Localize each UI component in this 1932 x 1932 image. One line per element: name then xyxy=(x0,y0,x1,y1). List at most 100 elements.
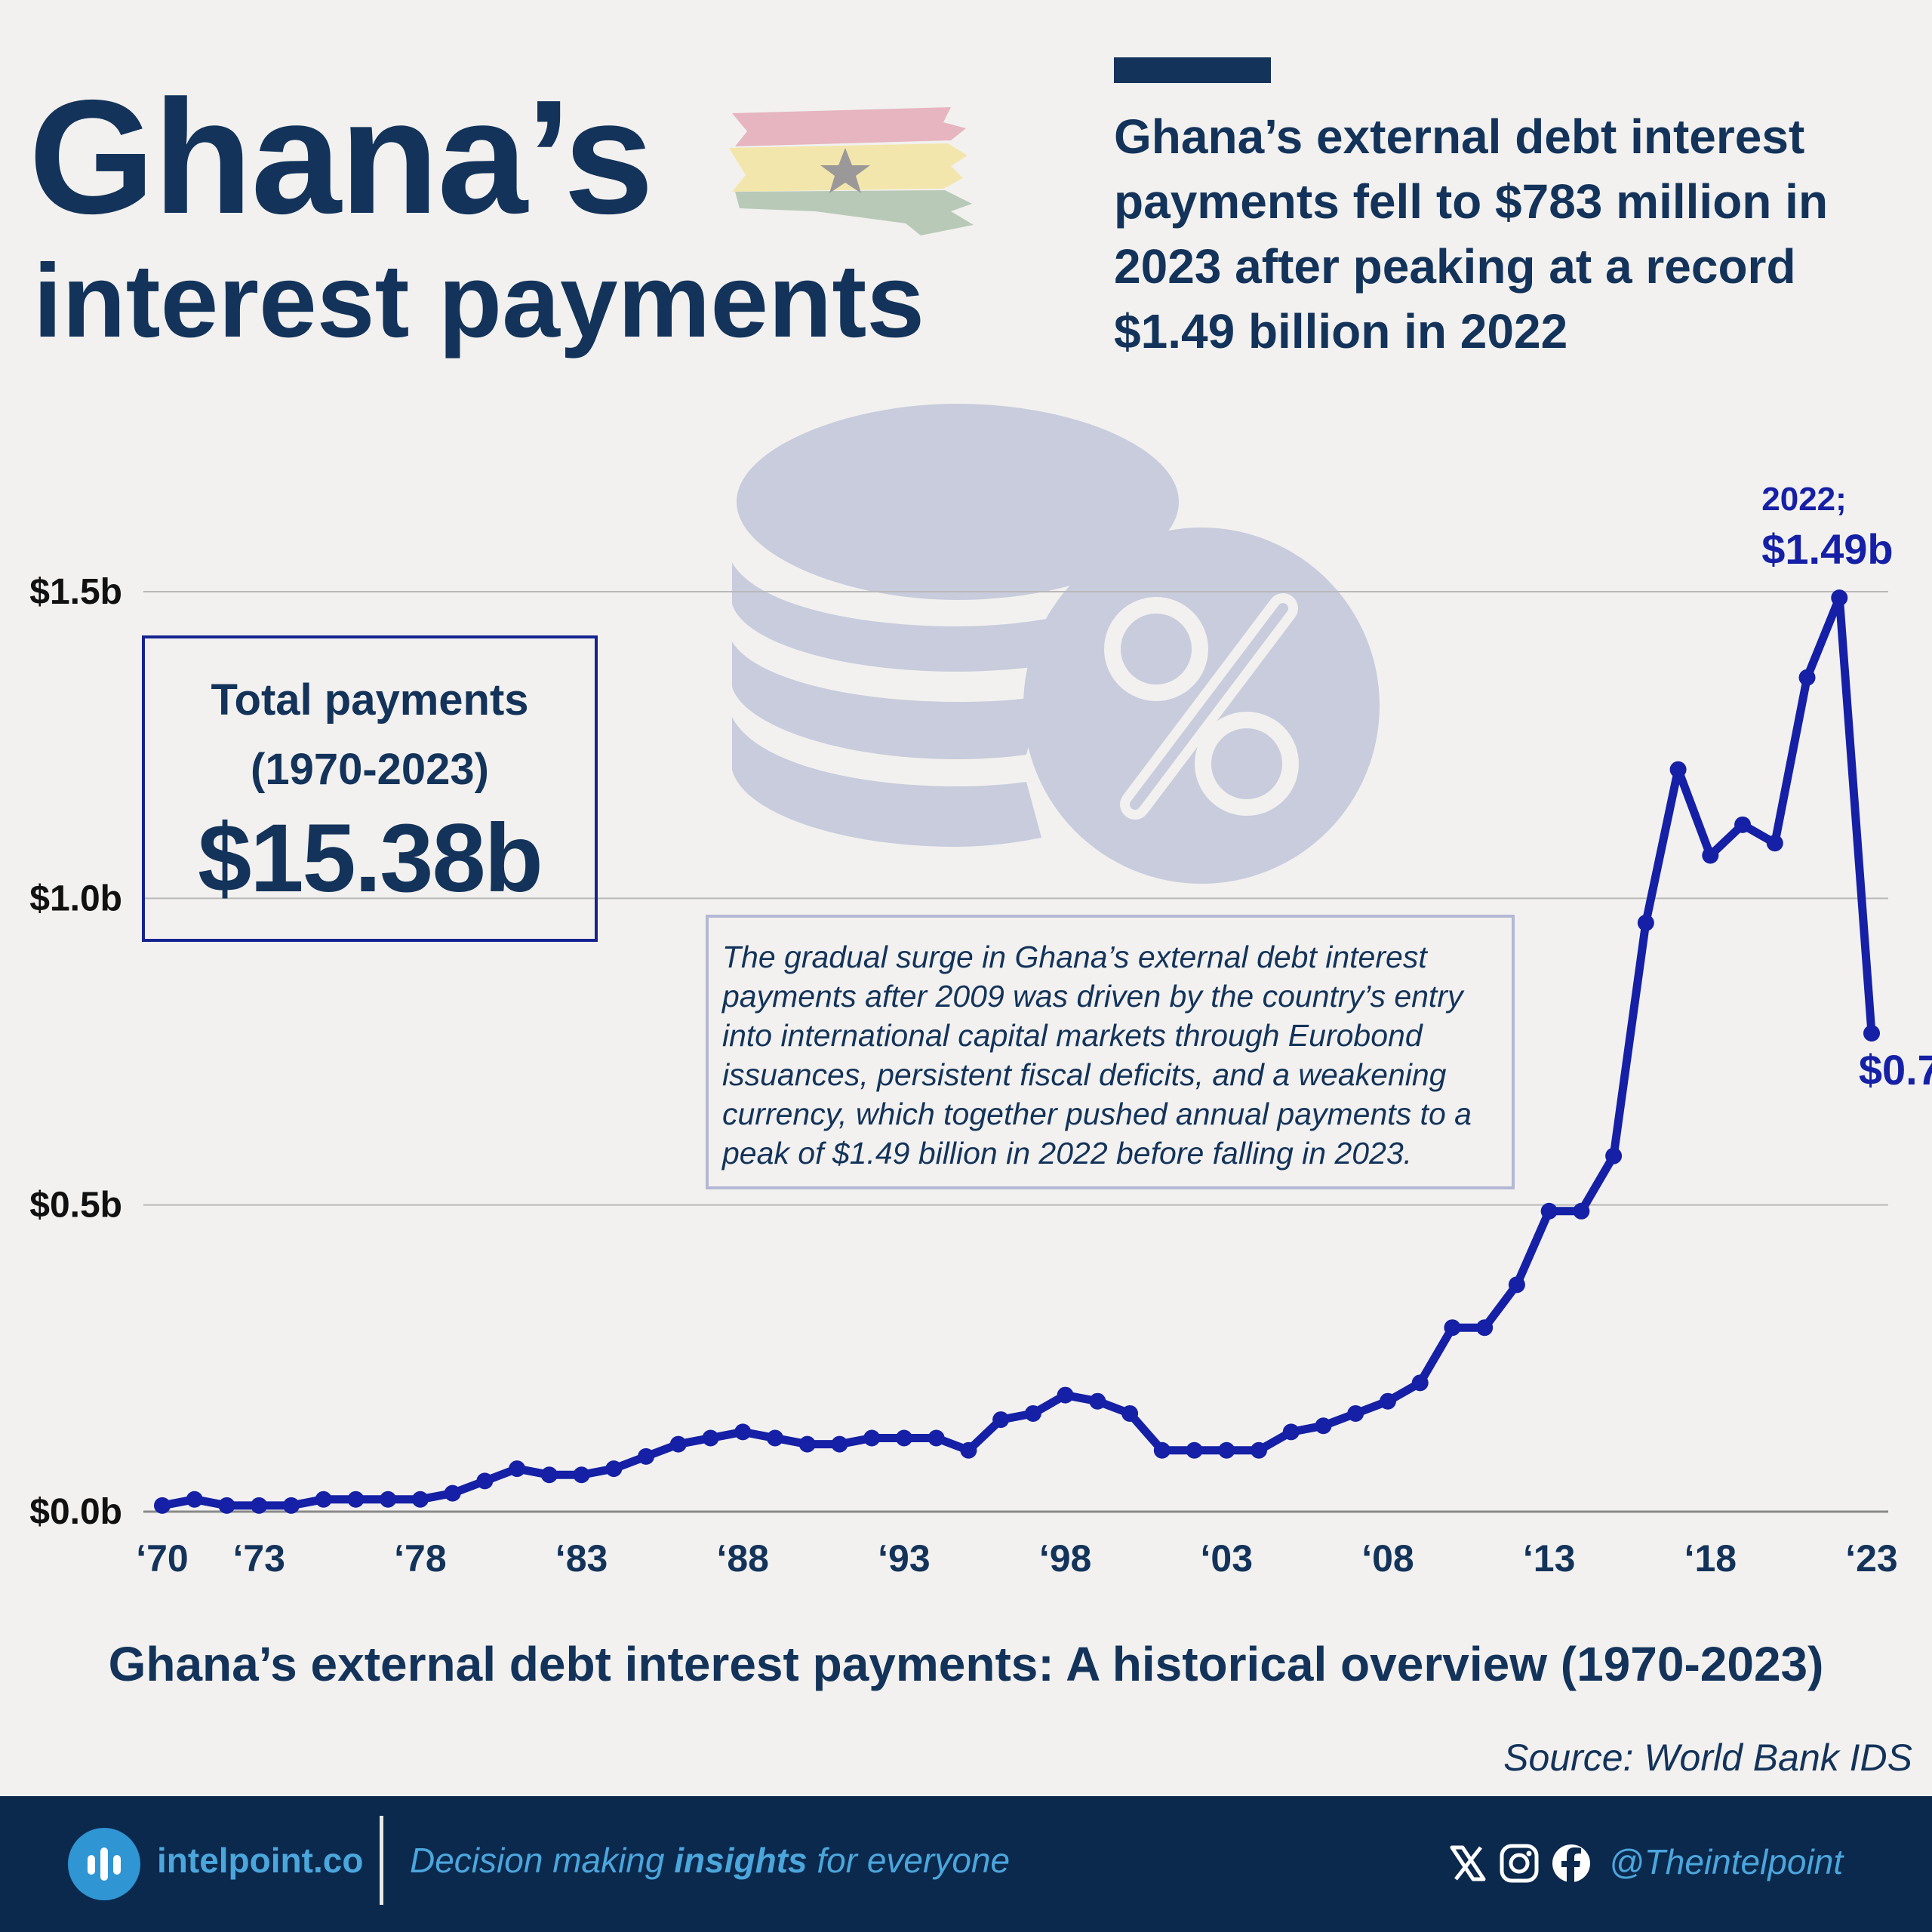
total-label-line2: (1970-2023) xyxy=(251,745,489,794)
data-point xyxy=(766,1429,783,1447)
accent-bar xyxy=(1114,57,1271,83)
data-point xyxy=(315,1491,332,1508)
x-tick-label: ‘93 xyxy=(878,1537,931,1580)
data-point xyxy=(186,1491,203,1508)
data-point xyxy=(1637,914,1654,931)
y-tick-label: $0.0b xyxy=(29,1492,122,1532)
data-point xyxy=(1508,1276,1525,1294)
annotation-value: $0.78b xyxy=(1859,1046,1932,1094)
x-tick-label: ‘08 xyxy=(1361,1537,1414,1580)
total-payments-box: Total payments (1970-2023) $15.38b xyxy=(142,635,598,942)
x-tick-label: ‘78 xyxy=(394,1537,447,1580)
data-point xyxy=(1315,1417,1332,1435)
data-point xyxy=(1089,1392,1106,1410)
data-point xyxy=(154,1497,171,1514)
x-tick-label: ‘70 xyxy=(136,1537,189,1580)
x-icon[interactable] xyxy=(1450,1845,1486,1881)
tagline-post: for everyone xyxy=(807,1841,1011,1880)
annotation-value: $1.49b xyxy=(1761,525,1893,573)
data-point xyxy=(1379,1392,1396,1410)
data-point xyxy=(1153,1441,1171,1459)
data-point xyxy=(992,1411,1010,1429)
data-point xyxy=(1057,1386,1074,1404)
tagline-bold: insights xyxy=(674,1841,808,1880)
total-label-line1: Total payments xyxy=(211,675,529,724)
y-tick-label: $1.5b xyxy=(29,572,122,612)
data-point xyxy=(218,1497,235,1514)
instagram-icon[interactable] xyxy=(1500,1844,1539,1883)
x-tick-label: ‘23 xyxy=(1845,1537,1898,1580)
data-point xyxy=(1411,1374,1429,1392)
data-point xyxy=(669,1435,687,1453)
x-tick-label: ‘73 xyxy=(232,1537,285,1580)
data-point xyxy=(638,1447,655,1465)
x-tick-label: ‘18 xyxy=(1684,1537,1737,1580)
site-link[interactable]: intelpoint.co xyxy=(157,1841,364,1880)
data-point xyxy=(1734,816,1752,833)
data-point xyxy=(573,1466,590,1484)
data-point xyxy=(960,1441,977,1459)
total-payments-label: Total payments (1970-2023) xyxy=(145,666,595,804)
footer: intelpoint.co Decision making insights f… xyxy=(0,1796,1932,1932)
data-point xyxy=(605,1460,623,1478)
tagline: Decision making insights for everyone xyxy=(410,1840,1010,1881)
chart-title: Ghana’s external debt interest payments:… xyxy=(108,1637,1824,1691)
ghana-flag-icon xyxy=(729,107,974,235)
data-point xyxy=(928,1429,945,1447)
page-title: Ghana’s xyxy=(29,66,654,248)
intelpoint-logo-icon[interactable] xyxy=(68,1828,140,1900)
data-point xyxy=(895,1429,912,1447)
x-tick-label: ‘83 xyxy=(555,1537,608,1580)
y-tick-label: $1.0b xyxy=(29,878,122,918)
footer-divider xyxy=(380,1816,383,1905)
tagline-pre: Decision making xyxy=(410,1841,675,1880)
annotation-year: 2022; xyxy=(1761,481,1847,518)
data-point xyxy=(1218,1441,1235,1459)
data-point xyxy=(1798,669,1816,686)
data-point xyxy=(444,1484,461,1502)
social-icons xyxy=(1450,1844,1590,1883)
data-point xyxy=(251,1497,268,1514)
data-point xyxy=(411,1491,429,1508)
percent-coins-icon xyxy=(732,404,1380,884)
data-point xyxy=(702,1429,719,1447)
data-point xyxy=(540,1466,558,1484)
data-point xyxy=(1573,1202,1590,1220)
source-note: Source: World Bank IDS xyxy=(1503,1737,1912,1779)
social-handle[interactable]: @Theintelpoint xyxy=(1609,1842,1844,1881)
data-point xyxy=(1669,761,1687,778)
facebook-icon[interactable] xyxy=(1552,1844,1590,1882)
data-point xyxy=(798,1435,816,1453)
data-point xyxy=(1831,589,1848,607)
data-point xyxy=(509,1460,526,1478)
page-subtitle: interest payments xyxy=(33,243,925,359)
data-point xyxy=(1863,1025,1880,1042)
data-point xyxy=(1540,1202,1558,1220)
total-payments-value: $15.38b xyxy=(198,804,543,912)
data-point xyxy=(863,1429,881,1447)
data-point xyxy=(1605,1147,1623,1164)
data-point xyxy=(476,1472,494,1490)
data-point xyxy=(1702,847,1719,864)
y-tick-label: $0.5b xyxy=(29,1186,122,1226)
data-point xyxy=(282,1497,300,1514)
headline: Ghana’s external debt interest payments … xyxy=(1114,109,1829,358)
data-point xyxy=(380,1491,397,1508)
x-tick-label: ‘03 xyxy=(1201,1537,1254,1580)
x-tick-label: ‘88 xyxy=(716,1537,769,1580)
data-point xyxy=(831,1435,848,1453)
explanatory-note: The gradual surge in Ghana’s external de… xyxy=(706,915,1515,1189)
data-point xyxy=(1024,1404,1041,1422)
data-point xyxy=(734,1423,752,1441)
data-point xyxy=(347,1491,365,1508)
data-point xyxy=(1251,1441,1268,1459)
data-point xyxy=(1186,1441,1203,1459)
x-tick-label: ‘98 xyxy=(1039,1537,1092,1580)
data-point xyxy=(1476,1319,1494,1337)
data-point xyxy=(1282,1423,1300,1441)
x-tick-label: ‘13 xyxy=(1523,1537,1576,1580)
data-point xyxy=(1347,1404,1364,1422)
data-point xyxy=(1766,835,1783,852)
data-point xyxy=(1444,1319,1461,1337)
